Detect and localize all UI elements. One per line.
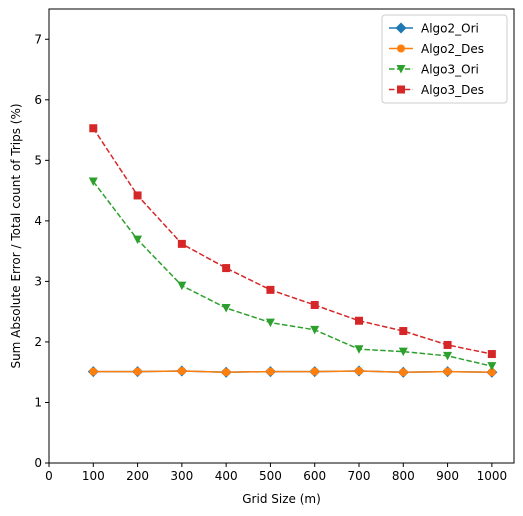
series-Algo3_Ori: [88, 177, 497, 371]
x-tick-label: 0: [45, 469, 53, 483]
y-tick-label: 1: [34, 395, 42, 409]
x-tick-label: 700: [348, 469, 371, 483]
legend-item: Algo3_Des: [389, 83, 484, 97]
plot-marks: [87, 124, 498, 378]
data-point: [487, 368, 496, 377]
x-tick-label: 800: [392, 469, 415, 483]
data-point: [487, 350, 496, 359]
data-point: [355, 366, 363, 375]
data-point: [133, 367, 142, 376]
data-point: [399, 368, 408, 377]
legend-label: Algo3_Ori: [421, 63, 479, 77]
legend-swatch-marker: [397, 44, 405, 53]
legend-swatch-marker: [395, 22, 407, 34]
y-tick-label: 3: [34, 274, 42, 288]
x-tick-label: 1000: [477, 469, 508, 483]
data-point: [133, 191, 142, 200]
series-Algo3_Des: [89, 124, 496, 359]
data-point: [310, 325, 320, 335]
legend-item: Algo3_Ori: [389, 63, 479, 77]
data-point: [177, 239, 186, 248]
x-tick-label: 900: [436, 469, 459, 483]
data-point: [443, 367, 452, 376]
data-point: [443, 340, 452, 349]
data-point: [310, 301, 319, 310]
legend-label: Algo2_Des: [421, 42, 484, 56]
data-point: [222, 264, 231, 273]
y-tick-label: 7: [34, 32, 42, 46]
y-axis-ticks: 0 1 2 3 4 5 6 7: [34, 32, 49, 470]
y-tick-label: 4: [34, 214, 42, 228]
legend-box: [381, 14, 508, 104]
axes-frame: [48, 8, 515, 464]
legend-item: Algo2_Des: [389, 42, 484, 56]
y-tick-label: 6: [34, 93, 42, 107]
series-line: [92, 127, 493, 355]
data-point: [177, 366, 186, 375]
data-point: [177, 281, 187, 291]
data-point: [354, 345, 364, 354]
x-tick-label: 600: [303, 469, 326, 483]
data-point: [487, 362, 497, 371]
data-point: [89, 124, 98, 133]
x-tick-label: 300: [170, 469, 193, 483]
data-point: [221, 304, 231, 313]
x-tick-label: 200: [126, 469, 149, 483]
x-axis-ticks: 0 100 200 300 400 500 600 700 800 900 1000: [45, 463, 507, 483]
data-point: [399, 327, 408, 336]
series-line: [93, 370, 492, 373]
legend-label: Algo3_Des: [421, 83, 484, 97]
data-point: [355, 316, 363, 325]
data-point: [443, 351, 453, 361]
legend-item: Algo2_Ori: [389, 22, 479, 36]
data-point: [265, 318, 275, 328]
data-point: [222, 368, 231, 377]
data-point: [89, 367, 98, 376]
data-point: [133, 235, 143, 245]
x-tick-label: 500: [259, 469, 282, 483]
data-point: [266, 367, 275, 376]
data-point: [88, 177, 98, 187]
y-axis-label: Sum Absolute Error / Total count of Trip…: [9, 103, 23, 368]
y-tick-label: 2: [34, 335, 42, 349]
series-Algo2_Des: [89, 366, 496, 377]
legend: Algo2_Ori Algo2_Des Algo3_Ori Algo3_Des: [381, 14, 508, 104]
legend-swatch-marker: [396, 65, 406, 74]
x-tick-label: 100: [82, 469, 105, 483]
legend-label: Algo2_Ori: [421, 22, 479, 36]
x-tick-label: 400: [215, 469, 238, 483]
data-point: [398, 347, 408, 357]
y-tick-label: 0: [34, 456, 42, 470]
x-axis-label: Grid Size (m): [242, 492, 321, 506]
data-point: [266, 285, 275, 294]
legend-swatch-marker: [397, 85, 405, 94]
data-point: [310, 367, 319, 376]
series-line: [92, 181, 493, 367]
y-tick-label: 5: [34, 153, 42, 167]
